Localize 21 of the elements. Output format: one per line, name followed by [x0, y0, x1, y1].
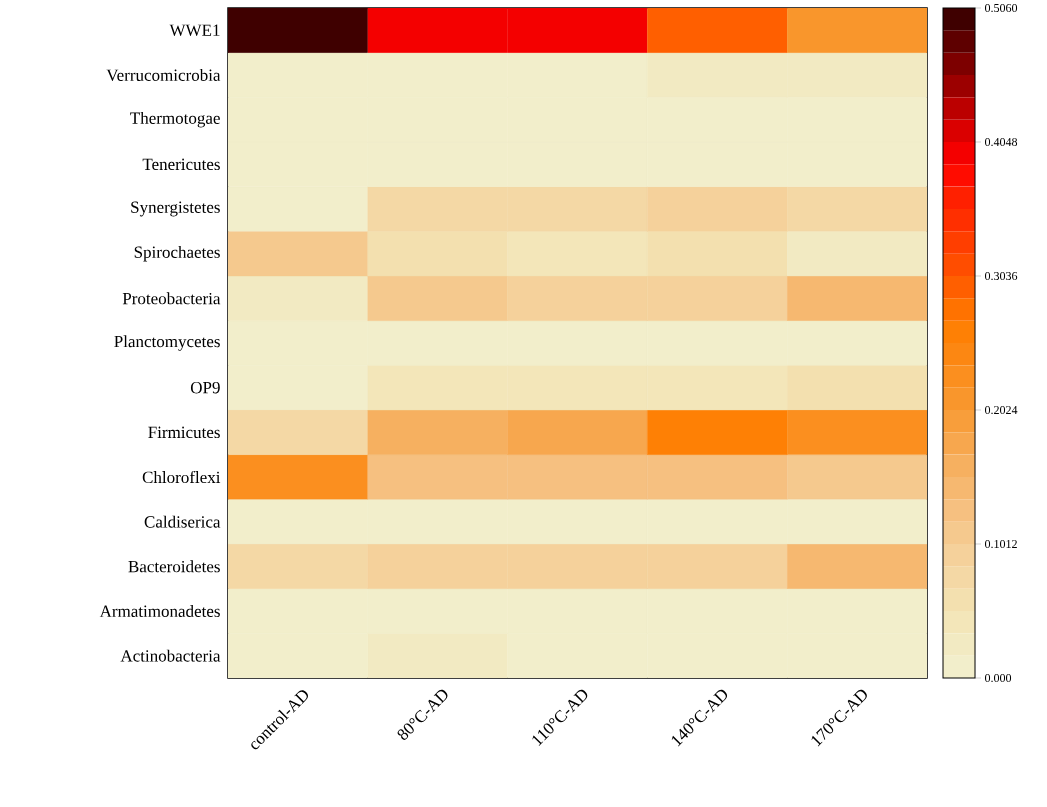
- color-bar-label: 0.2024: [985, 405, 1018, 415]
- color-bar-label: 0.4048: [985, 137, 1018, 147]
- y-tick-label: Bacteroidetes: [128, 560, 220, 573]
- y-tick-label: Tenericutes: [142, 158, 220, 171]
- y-tick-label: Proteobacteria: [122, 292, 221, 305]
- y-tick-label: Spirochaetes: [134, 245, 220, 262]
- y-tick-label: WWE1: [169, 24, 220, 37]
- color-bar-label: 0.000: [985, 673, 1012, 683]
- color-bar-label: 0.1012: [985, 539, 1017, 549]
- color-bar-label: 0.3036: [985, 271, 1018, 281]
- y-tick-label: Caldiserica: [144, 515, 221, 528]
- y-tick-label: Firmicutes: [148, 426, 220, 439]
- y-tick-label: Verrucomicrobia: [106, 68, 221, 82]
- y-tick-label: Thermotogae: [130, 111, 220, 128]
- color-bar-label: 0.5060: [985, 3, 1018, 13]
- y-tick-label: Planctomycetes: [114, 335, 220, 351]
- y-tick-label: Actinobacteria: [120, 649, 221, 662]
- y-tick-label: Armatimonadetes: [99, 605, 220, 617]
- y-tick-label: OP9: [190, 381, 220, 394]
- y-tick-label: Chloroflexi: [142, 470, 221, 484]
- y-tick-label: Synergistetes: [131, 201, 220, 217]
